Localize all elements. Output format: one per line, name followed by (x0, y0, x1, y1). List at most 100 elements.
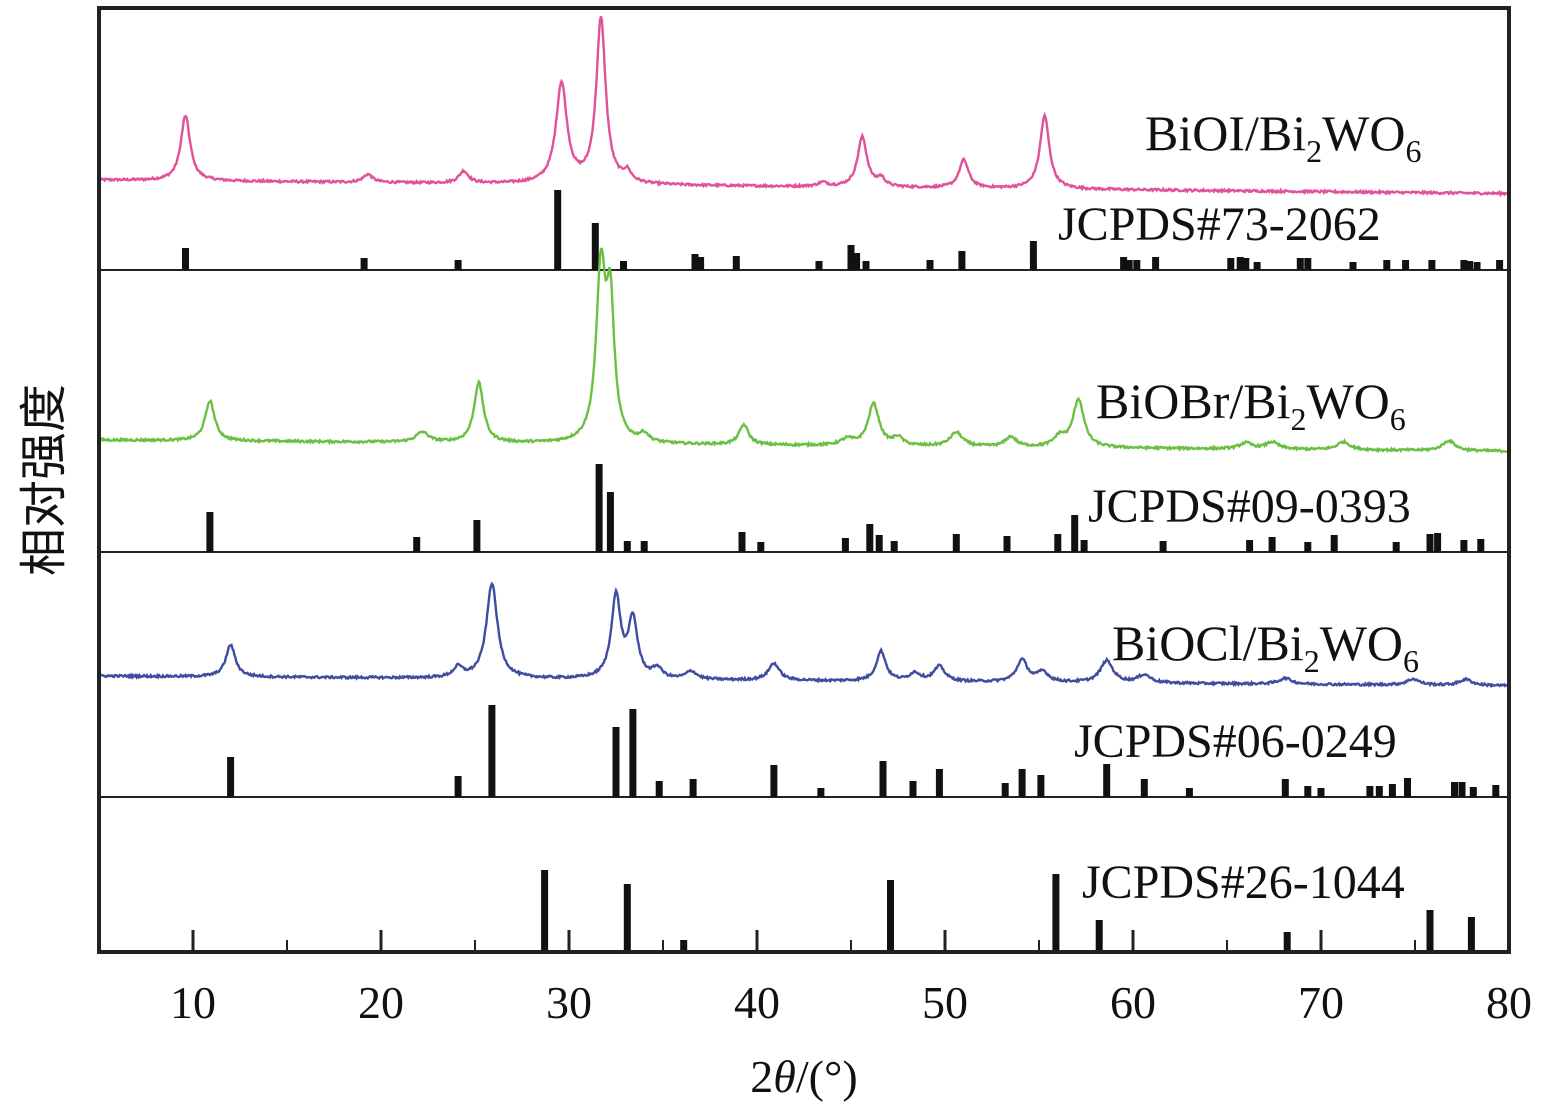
reference-stick (875, 535, 883, 552)
reference-stick (1426, 534, 1434, 552)
reference-stick (815, 261, 823, 270)
reference-stick (689, 779, 697, 797)
reference-stick (1227, 258, 1235, 270)
reference-stick (1460, 260, 1468, 270)
reference-stick (640, 541, 648, 552)
reference-stick (1095, 920, 1103, 952)
reference-stick (623, 884, 631, 952)
reference-stick (629, 709, 637, 797)
reference-stick (1125, 260, 1133, 270)
reference-stick (655, 781, 663, 797)
sample-label-1: BiOI/Bi2WO6 (1145, 105, 1421, 169)
reference-stick (1466, 261, 1473, 270)
reference-stick (473, 520, 481, 552)
panel-4: JCPDS#26-1044 (541, 856, 1475, 952)
reference-stick (909, 781, 917, 797)
reference-stick (879, 761, 887, 797)
reference-stick (1330, 535, 1338, 552)
reference-stick (1460, 540, 1468, 552)
reference-stick (1268, 537, 1276, 552)
reference-stick (958, 251, 966, 270)
reference-stick (1388, 784, 1396, 797)
reference-stick (1246, 540, 1254, 552)
reference-stick (691, 254, 699, 270)
sample-label-3: BiOCl/Bi2WO6 (1112, 615, 1419, 679)
reference-stick (1428, 260, 1436, 270)
reference-stick (620, 261, 627, 270)
reference-stick (1296, 258, 1304, 270)
reference-stick (926, 260, 934, 270)
reference-stick (1304, 786, 1312, 797)
reference-stick (1029, 241, 1037, 270)
reference-stick (541, 870, 549, 952)
x-tick-label: 10 (170, 977, 216, 1028)
sample-label-2: BiOBr/Bi2WO6 (1096, 373, 1406, 437)
reference-stick (866, 524, 874, 552)
reference-stick (770, 765, 778, 797)
reference-stick (1492, 785, 1500, 797)
reference-stick (554, 190, 562, 270)
reference-stick (1317, 788, 1325, 797)
reference-sticks-1 (182, 190, 1504, 270)
reference-stick (1392, 542, 1400, 552)
reference-stick (887, 880, 894, 952)
panels-layer: BiOI/Bi2WO6 JCPDS#73-2062 BiOBr/Bi2WO6 JCPD… (98, 16, 1510, 952)
reference-label-2: JCPDS#09-0393 (1088, 480, 1411, 533)
reference-stick (1052, 874, 1060, 952)
reference-stick (853, 253, 861, 270)
reference-stick (817, 788, 825, 797)
reference-stick (1473, 262, 1481, 270)
reference-stick (697, 257, 705, 270)
reference-stick (1185, 788, 1193, 797)
reference-stick (1451, 782, 1458, 797)
axis-layer: 10 20 30 40 50 60 70 80 (170, 930, 1532, 1028)
reference-stick (1133, 260, 1141, 270)
pattern-curve-1 (98, 16, 1510, 198)
reference-stick (360, 258, 368, 270)
reference-sticks-4 (541, 870, 1475, 952)
reference-stick (1304, 258, 1312, 270)
x-tick-label: 80 (1486, 977, 1532, 1028)
x-tick-label: 70 (1298, 977, 1344, 1028)
reference-stick (1159, 541, 1167, 552)
reference-stick (1458, 782, 1466, 797)
reference-stick (1383, 260, 1391, 270)
reference-label-1: JCPDS#73-2062 (1058, 198, 1381, 251)
x-tick-label: 50 (922, 977, 968, 1028)
x-axis-label: 2θ/(°) (750, 1051, 857, 1102)
reference-stick (1120, 257, 1128, 270)
reference-stick (1103, 764, 1111, 797)
reference-stick (1001, 783, 1009, 797)
reference-stick (591, 223, 599, 270)
panel-3: BiOCl/Bi2WO6 JCPDS#06-0249 (98, 581, 1510, 798)
reference-stick (1018, 769, 1026, 797)
reference-sticks-3 (227, 705, 1500, 797)
reference-stick (1236, 257, 1244, 270)
reference-stick (935, 769, 943, 797)
reference-stick (1152, 257, 1160, 270)
y-axis-label: 相对强度 (18, 384, 71, 576)
reference-stick (1071, 515, 1079, 552)
reference-stick (738, 532, 746, 552)
reference-sticks-2 (206, 464, 1485, 552)
pattern-curve-3 (98, 581, 1510, 689)
reference-stick (182, 248, 189, 270)
pattern-curve-2 (98, 247, 1510, 454)
reference-stick (1242, 258, 1250, 270)
reference-stick (227, 757, 235, 797)
reference-stick (680, 940, 688, 952)
reference-stick (454, 776, 462, 797)
reference-stick (1003, 536, 1011, 552)
reference-stick (623, 541, 631, 552)
reference-stick (1375, 786, 1383, 797)
reference-stick (841, 538, 849, 552)
reference-stick (1496, 260, 1504, 270)
reference-stick (952, 534, 960, 552)
reference-stick (847, 245, 855, 270)
reference-stick (1140, 779, 1148, 797)
reference-stick (862, 261, 870, 270)
x-tick-label: 30 (546, 977, 592, 1028)
x-tick-label: 20 (358, 977, 404, 1028)
reference-stick (454, 260, 462, 270)
